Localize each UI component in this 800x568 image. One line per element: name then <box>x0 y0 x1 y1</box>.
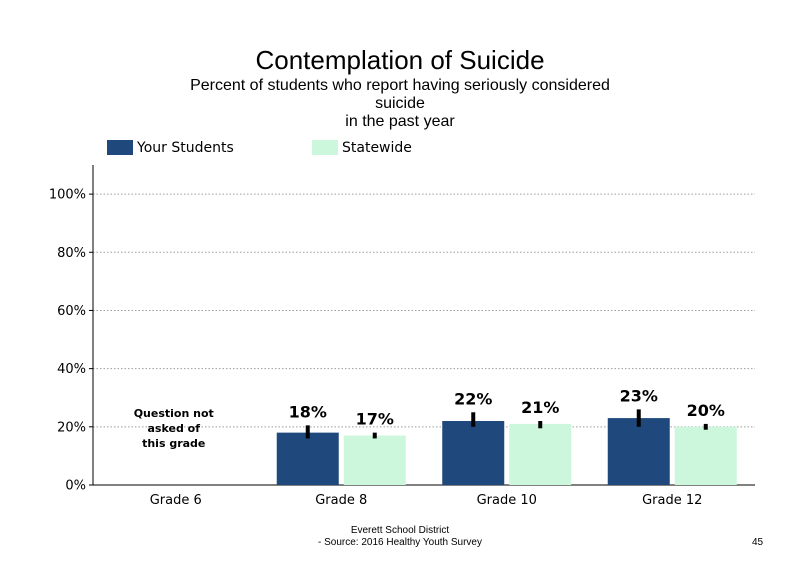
x-tick-label: Grade 10 <box>477 493 537 508</box>
bar <box>674 426 737 485</box>
footer-source: - Source: 2016 Healthy Youth Survey <box>318 537 482 548</box>
data-label: 20% <box>687 401 725 420</box>
y-tick-label: 60% <box>57 304 86 319</box>
x-tick-label: Grade 8 <box>315 493 367 508</box>
y-tick-label: 100% <box>49 188 86 203</box>
bar <box>442 421 505 485</box>
bar <box>276 432 339 485</box>
legend-swatch-your-students <box>107 140 133 155</box>
y-tick-label: 40% <box>57 362 86 377</box>
legend-label-statewide: Statewide <box>342 140 412 156</box>
subtitle-line-3: in the past year <box>345 113 455 130</box>
annotation-line: asked of <box>148 422 201 435</box>
data-label: 17% <box>356 410 394 429</box>
y-tick-label: 0% <box>65 479 86 494</box>
legend-label-your-students: Your Students <box>137 140 234 156</box>
y-tick-label: 80% <box>57 246 86 261</box>
bar <box>343 435 406 485</box>
bar <box>509 423 572 485</box>
page-number: 45 <box>752 537 764 548</box>
data-label: 21% <box>521 398 559 417</box>
annotation-line: this grade <box>142 437 205 450</box>
data-label: 23% <box>620 386 658 405</box>
x-tick-label: Grade 12 <box>642 493 702 508</box>
x-tick-label: Grade 6 <box>150 493 202 508</box>
data-label: 22% <box>454 389 492 408</box>
bar <box>607 418 670 485</box>
chart-title: Contemplation of Suicide <box>255 45 545 75</box>
chart-subtitle: Percent of students who report having se… <box>0 77 800 131</box>
data-label: 18% <box>289 402 327 421</box>
annotation-line: Question not <box>134 407 214 420</box>
y-tick-label: 20% <box>57 420 86 435</box>
footer-district: Everett School District <box>350 525 450 536</box>
subtitle-line-1: Percent of students who report having se… <box>190 77 610 94</box>
footer: Everett School District - Source: 2016 H… <box>250 525 550 549</box>
legend-swatch-statewide <box>312 140 338 155</box>
subtitle-line-2: suicide <box>375 95 425 112</box>
